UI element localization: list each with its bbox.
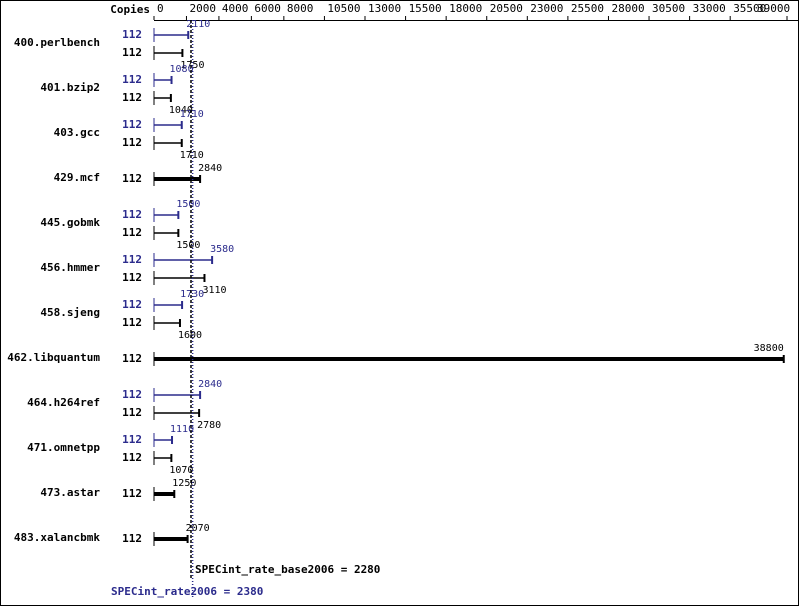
copies-label: 112 xyxy=(122,136,142,149)
copies-label: 112 xyxy=(122,406,142,419)
x-tick-label: 4000 xyxy=(222,2,249,15)
category-label: 462.libquantum xyxy=(7,351,100,364)
copies-label: 112 xyxy=(122,226,142,239)
value-label: 1710 xyxy=(180,150,204,161)
value-label: 1080 xyxy=(170,64,194,75)
value-label: 1070 xyxy=(169,465,193,476)
value-label: 1710 xyxy=(180,109,204,120)
summary-label: SPECint_rate_base2006 = 2280 xyxy=(195,563,380,576)
x-tick-label: 6000 xyxy=(254,2,281,15)
copies-label: 112 xyxy=(122,298,142,311)
value-label: 1600 xyxy=(178,330,202,341)
copies-label: 112 xyxy=(122,451,142,464)
copies-label: 112 xyxy=(122,433,142,446)
value-label: 1730 xyxy=(180,289,204,300)
category-label: 464.h264ref xyxy=(27,396,100,409)
copies-label: 112 xyxy=(122,316,142,329)
category-label: 473.astar xyxy=(40,486,100,499)
copies-label: 112 xyxy=(122,91,142,104)
copies-label: 112 xyxy=(122,532,142,545)
x-tick-label: 39000 xyxy=(757,2,790,15)
copies-label: 112 xyxy=(122,271,142,284)
copies-label: 112 xyxy=(122,28,142,41)
copies-label: 112 xyxy=(122,352,142,365)
value-label: 1110 xyxy=(170,424,194,435)
copies-label: 112 xyxy=(122,388,142,401)
value-label: 2070 xyxy=(186,523,210,534)
category-label: 429.mcf xyxy=(54,171,100,184)
x-tick-label: 13000 xyxy=(368,2,401,15)
copies-label: 112 xyxy=(122,487,142,500)
value-label: 3580 xyxy=(210,244,234,255)
x-tick-label: 2000 xyxy=(189,2,216,15)
category-label: 458.sjeng xyxy=(40,306,100,319)
x-tick-label: 0 xyxy=(157,2,164,15)
summary-label: SPECint_rate2006 = 2380 xyxy=(111,585,263,598)
category-label: 445.gobmk xyxy=(40,216,100,229)
category-label: 471.omnetpp xyxy=(27,441,100,454)
x-tick-label: 25500 xyxy=(571,2,604,15)
value-label: 1250 xyxy=(172,478,196,489)
value-label: 2840 xyxy=(198,379,222,390)
category-label: 403.gcc xyxy=(54,126,100,139)
x-tick-label: 23000 xyxy=(530,2,563,15)
value-label: 1040 xyxy=(169,105,193,116)
value-label: 2840 xyxy=(198,163,222,174)
copies-label: 112 xyxy=(122,118,142,131)
category-label: 400.perlbench xyxy=(14,36,100,49)
value-label: 1500 xyxy=(176,199,200,210)
copies-label: 112 xyxy=(122,208,142,221)
x-tick-label: 33000 xyxy=(693,2,726,15)
copies-label: 112 xyxy=(122,73,142,86)
category-label: 483.xalancbmk xyxy=(14,531,100,544)
x-tick-label: 15500 xyxy=(409,2,442,15)
copies-label: 112 xyxy=(122,46,142,59)
value-label: 1500 xyxy=(176,240,200,251)
copies-label: 112 xyxy=(122,253,142,266)
x-tick-label: 28000 xyxy=(611,2,644,15)
x-tick-label: 20500 xyxy=(490,2,523,15)
copies-label: 112 xyxy=(122,172,142,185)
x-tick-label: 18000 xyxy=(449,2,482,15)
x-tick-label: 10500 xyxy=(327,2,360,15)
category-label: 456.hmmer xyxy=(40,261,100,274)
x-tick-label: 8000 xyxy=(287,2,314,15)
x-tick-label: 30500 xyxy=(652,2,685,15)
value-label: 2110 xyxy=(186,19,210,30)
copies-header: Copies xyxy=(110,3,150,16)
value-label: 3110 xyxy=(202,285,226,296)
category-label: 401.bzip2 xyxy=(40,81,100,94)
x-tick-label: 35500 xyxy=(733,2,766,15)
value-label: 2780 xyxy=(197,420,221,431)
value-label: 38800 xyxy=(754,343,784,354)
